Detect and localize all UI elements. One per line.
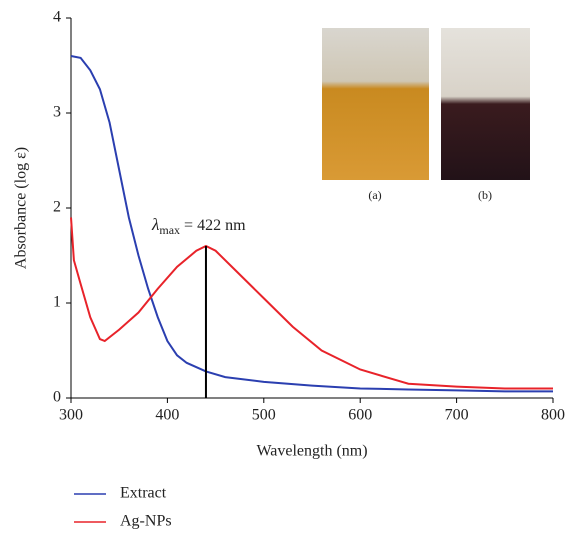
x-tick-label: 700 [445,407,469,424]
x-tick-label: 800 [541,407,565,424]
annotation-text: = 422 nm [184,217,246,234]
inset-photo-a [322,28,429,180]
y-tick-label: 1 [53,294,61,311]
inset-photo-b [441,28,530,180]
x-tick-label: 600 [348,407,372,424]
y-tick-label: 2 [53,199,61,216]
data-line [70,217,553,390]
annotation-subscript: max [159,223,180,237]
x-tick-label: 400 [155,407,179,424]
x-tick-label: 500 [252,407,276,424]
x-tick-label: 300 [59,407,83,424]
y-tick-label: 0 [53,389,61,406]
legend-label: Ag-NPs [120,513,172,530]
x-axis-label: Wavelength (nm) [256,443,367,460]
y-tick-label: 3 [53,104,61,121]
legend-label: Extract [120,485,167,502]
y-axis-label: Absorbance (log ε) [13,147,30,269]
annotation-symbol: λ [151,215,159,234]
data-line [70,55,553,393]
inset-label: (b) [478,188,492,202]
annotation: λmax = 422 nm [151,215,246,237]
inset-label: (a) [368,188,381,202]
y-tick-label: 4 [53,9,61,26]
